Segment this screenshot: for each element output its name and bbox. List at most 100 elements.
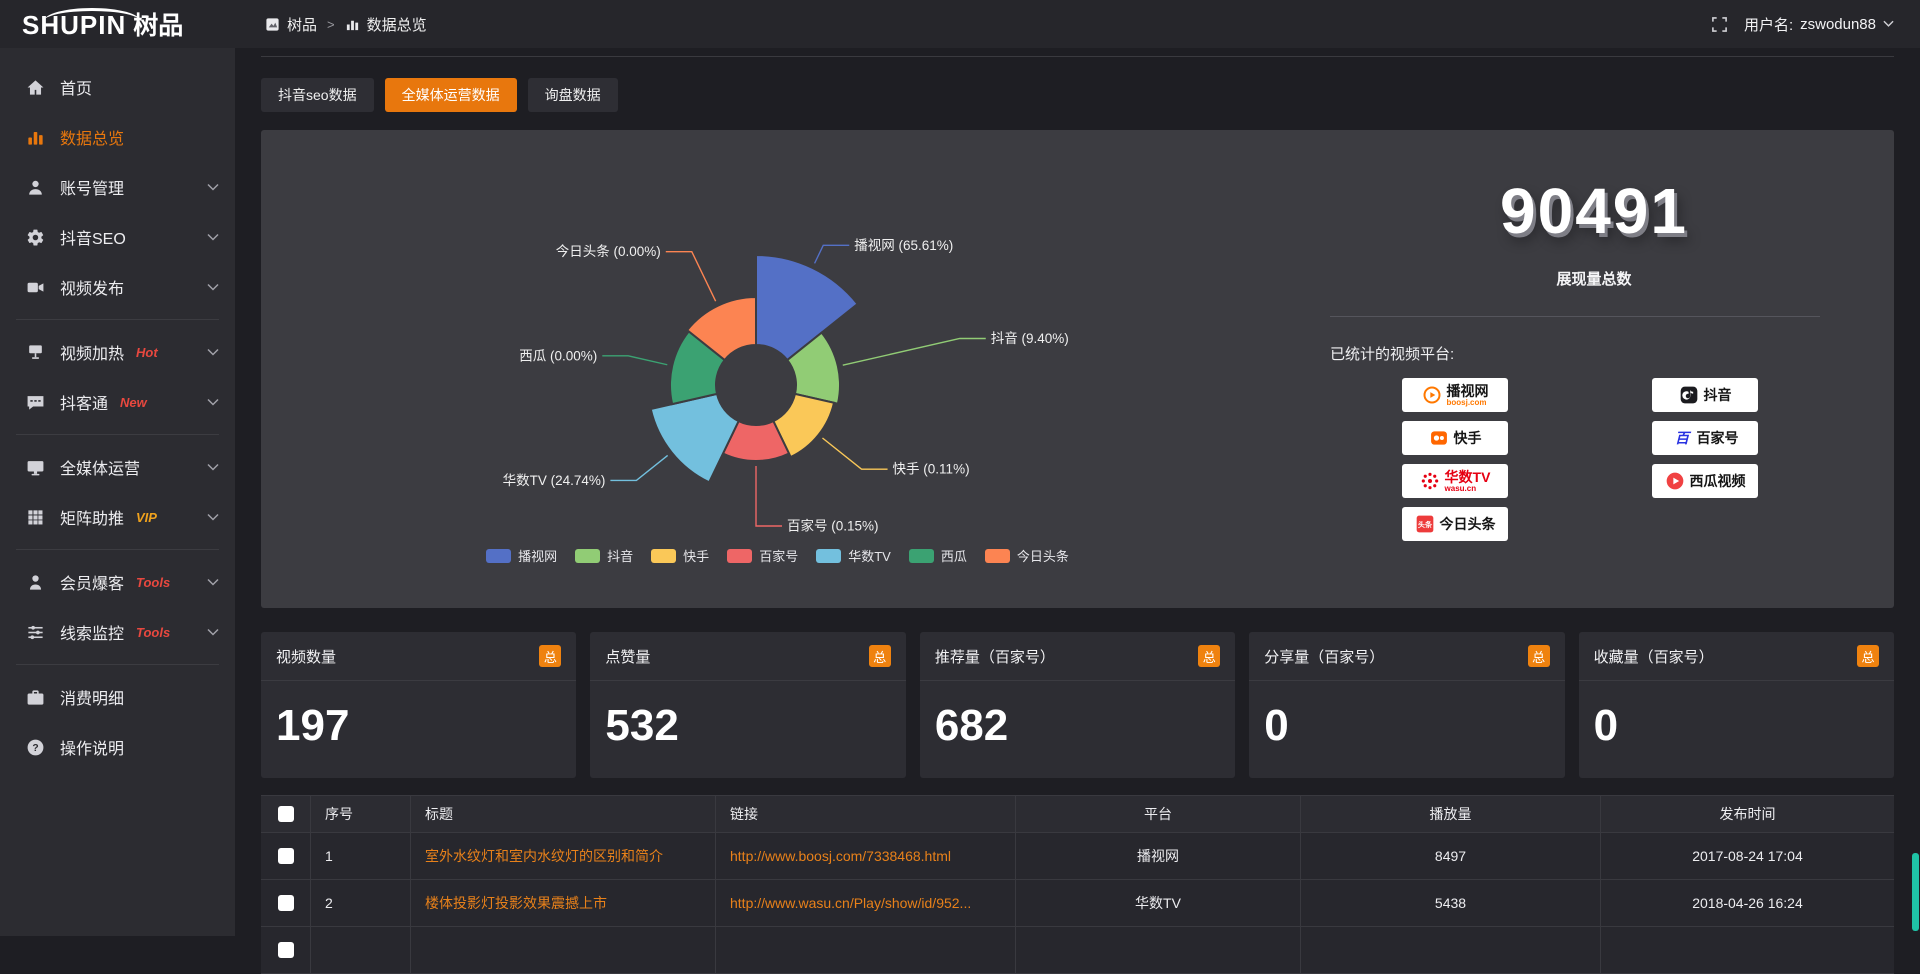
- legend-item[interactable]: 快手: [651, 546, 709, 565]
- sidebar-item[interactable]: 全媒体运营: [0, 442, 235, 492]
- pie-slice[interactable]: [755, 253, 860, 362]
- sidebar-item[interactable]: 首页: [0, 62, 235, 112]
- kuaishou-logo-icon: [1429, 428, 1449, 448]
- platform-name-block: 华数TV wasu.cn: [1445, 470, 1491, 493]
- stat-card: 收藏量（百家号） 总 0: [1578, 632, 1895, 778]
- legend-item[interactable]: 抖音: [575, 546, 633, 565]
- platform-name: 今日头条: [1439, 516, 1496, 532]
- wallet-icon: [26, 688, 45, 707]
- table-header-cell: 发布时间: [1719, 806, 1776, 822]
- sidebar-item-label: 首页: [60, 81, 93, 98]
- platforms-label: 已统计的视频平台:: [1330, 346, 1455, 363]
- user-icon: [26, 178, 45, 197]
- platform-spacer: [1580, 507, 1830, 541]
- platform-badge: 头条 今日头条: [1402, 507, 1508, 541]
- fullscreen-icon[interactable]: [1711, 16, 1728, 33]
- sidebar-item-label: 视频发布: [60, 281, 125, 298]
- header-divider: [261, 48, 1894, 57]
- pie-slice[interactable]: [649, 392, 740, 484]
- total-impressions-label: 展现量总数: [1556, 271, 1632, 288]
- platform-badge: 播视网 boosj.com: [1402, 378, 1508, 412]
- sidebar-item[interactable]: 线索监控 Tools: [0, 607, 235, 657]
- legend-label: 快手: [683, 549, 710, 564]
- app-logo[interactable]: SHUPIN 树品: [0, 6, 235, 42]
- douyin-logo-icon: [1679, 385, 1699, 405]
- topbar-right: 用户名: zswodun88: [1711, 14, 1920, 35]
- table-header-cell: 标题: [411, 796, 716, 832]
- sidebar-item[interactable]: 矩阵助推 VIP: [0, 492, 235, 542]
- title-link[interactable]: 室外水纹灯和室内水纹灯的区别和简介: [411, 833, 716, 879]
- row-checkbox[interactable]: [277, 848, 294, 864]
- platform-name: 抖音: [1703, 387, 1732, 403]
- sidebar-item[interactable]: 数据总览: [0, 112, 235, 162]
- row-number-cell: 1: [311, 833, 411, 879]
- stat-card-value: 0: [1264, 701, 1289, 750]
- pie-label: 抖音 (9.40%): [991, 330, 1069, 346]
- breadcrumb: 树品 > 数据总览: [265, 14, 427, 35]
- total-badge: 总: [1857, 645, 1880, 667]
- table-cell: [1016, 927, 1301, 973]
- legend-label: 百家号: [759, 549, 799, 564]
- tab-active[interactable]: 全媒体运营数据: [384, 78, 517, 112]
- sidebar-item[interactable]: 消费明细: [0, 672, 235, 722]
- toutiao-logo-icon: 头条: [1415, 514, 1435, 534]
- sidebar-item[interactable]: 账号管理: [0, 162, 235, 212]
- pie-label-line: [602, 355, 668, 366]
- legend-item[interactable]: 百家号: [727, 546, 798, 565]
- stat-card-header: 点赞量 总: [590, 632, 906, 681]
- pie-label: 百家号 (0.15%): [787, 518, 879, 534]
- sidebar-item[interactable]: 会员爆客 Tools: [0, 557, 235, 607]
- legend-item[interactable]: 播视网: [486, 546, 557, 565]
- tab-button[interactable]: 询盘数据: [527, 78, 618, 112]
- user-menu[interactable]: 用户名: zswodun88: [1744, 14, 1894, 35]
- sidebar-item-label: 操作说明: [60, 741, 125, 758]
- table-header-cell: 链接: [716, 796, 1016, 832]
- legend-label: 华数TV: [848, 549, 891, 564]
- pie-slice[interactable]: [772, 392, 836, 459]
- breadcrumb-root[interactable]: 树品: [287, 16, 318, 34]
- chevron-down-icon: [207, 348, 219, 357]
- row-checkbox[interactable]: [277, 895, 294, 911]
- pie-label: 播视网 (65.61%): [854, 238, 953, 253]
- legend-item[interactable]: 华数TV: [816, 546, 891, 565]
- pie-label-line: [813, 244, 850, 264]
- url-link[interactable]: http://www.wasu.cn/Play/show/id/952...: [716, 880, 1016, 926]
- pie-label-line: [755, 466, 782, 527]
- pie-slice[interactable]: [785, 331, 841, 405]
- sidebar-item-label: 抖客通: [60, 396, 109, 413]
- video-data-table: 序号 标题 链接 平台 播放量 发布时间 1 室外水纹灯和室内水纹灯的区别和简介 http://…: [261, 795, 1894, 974]
- platform-name-block: 西瓜视频: [1690, 474, 1746, 488]
- time-cell: 2018-04-26 16:24: [1692, 895, 1803, 911]
- sidebar-item[interactable]: 抖客通 New: [0, 377, 235, 427]
- pie-slice[interactable]: [685, 295, 757, 362]
- sidebar-item[interactable]: ? 操作说明: [0, 722, 235, 772]
- sidebar-item[interactable]: 视频发布: [0, 262, 235, 312]
- time-cell: 2017-08-24 17:04: [1692, 848, 1803, 864]
- tab-button[interactable]: 抖音seo数据: [261, 78, 374, 112]
- legend-item[interactable]: 今日头条: [984, 546, 1069, 565]
- username: zswodun88: [1800, 15, 1876, 33]
- stat-card-label: 收藏量（百家号）: [1593, 648, 1714, 666]
- table-header-cell: 序号: [311, 796, 411, 832]
- svg-text:?: ?: [32, 743, 38, 754]
- platform-name: 西瓜视频: [1689, 473, 1746, 489]
- sidebar-item[interactable]: 视频加热 Hot: [0, 327, 235, 377]
- row-checkbox[interactable]: [277, 942, 294, 958]
- select-all-checkbox[interactable]: [277, 806, 294, 822]
- sidebar-item[interactable]: 抖音SEO: [0, 212, 235, 262]
- table-header-cell: 平台: [1016, 796, 1301, 832]
- sidebar-item-label: 线索监控: [60, 626, 125, 643]
- title-link[interactable]: 楼体投影灯投影效果震撼上市: [411, 880, 716, 926]
- stat-card-header: 收藏量（百家号） 总: [1578, 632, 1895, 681]
- legend-item[interactable]: 西瓜: [908, 546, 967, 565]
- scrollbar-thumb[interactable]: [1912, 853, 1919, 931]
- sidebar-item-label: 会员爆客: [60, 576, 125, 593]
- sidebar-item-badge: Tools: [136, 624, 171, 640]
- legend-swatch: [816, 548, 842, 563]
- breadcrumb-current[interactable]: 数据总览: [366, 16, 427, 34]
- stat-card: 视频数量 总 197: [261, 632, 577, 778]
- monitor-icon: [26, 458, 45, 477]
- app-square-icon: [265, 17, 280, 32]
- url-link[interactable]: http://www.boosj.com/7338468.html: [716, 833, 1016, 879]
- total-badge: 总: [539, 645, 562, 667]
